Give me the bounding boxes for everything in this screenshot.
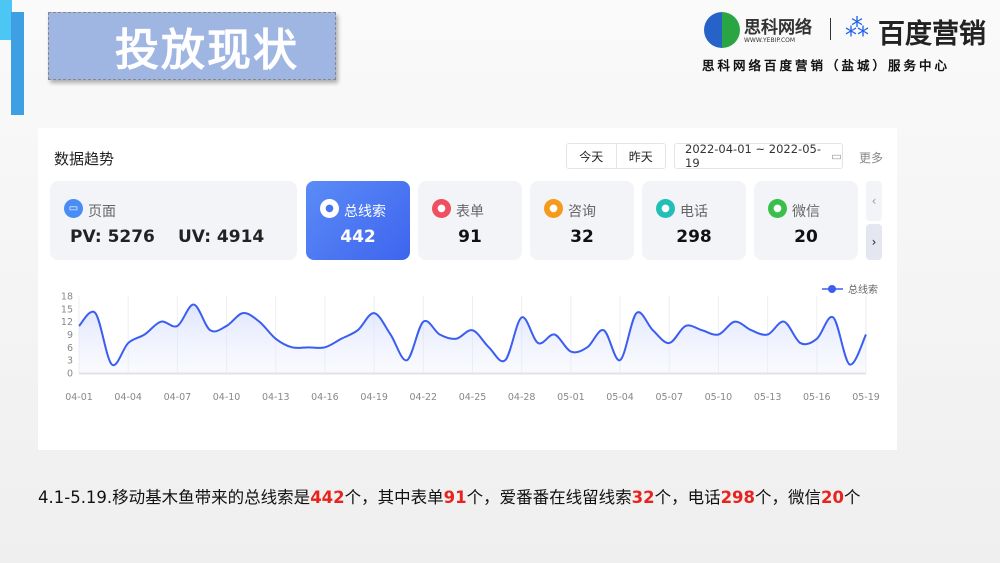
x-tick-label: 05-01 (557, 392, 585, 403)
metric-label: 页面 (88, 204, 116, 220)
accent-bar (11, 12, 24, 115)
y-tick-label: 18 (61, 292, 73, 303)
prev-arrow-button[interactable]: ‹ (866, 181, 882, 221)
wechat-icon: ● (768, 199, 787, 218)
x-tick-label: 04-07 (164, 392, 192, 403)
x-tick-label: 04-16 (311, 392, 339, 403)
legend-label: 总线索 (848, 283, 878, 296)
metric-value: 442 (340, 227, 376, 247)
caption-number: 91 (443, 488, 467, 507)
metric-value: 91 (458, 227, 482, 247)
y-tick-label: 0 (67, 369, 73, 380)
caption-number: 298 (720, 488, 756, 507)
logo-subtitle: 思科网络百度营销（盐城）服务中心 (702, 58, 951, 73)
metric-card-1[interactable]: ● 表单 91 (418, 181, 522, 260)
page-icon: ▭ (64, 199, 83, 218)
caption-number: 20 (821, 488, 844, 507)
calendar-icon: ▭ (831, 149, 842, 163)
metric-value: 298 (676, 227, 712, 247)
date-range-picker[interactable]: 2022-04-01 ~ 2022-05-19 ▭ (674, 142, 843, 170)
siko-name: 思科网络 (744, 18, 812, 38)
x-tick-label: 05-04 (606, 392, 634, 403)
logo: 思科网络 WWW.YEBIP.COM ⁂ 百度营销 思科网络百度营销（盐城）服务… (700, 10, 995, 73)
pv-value: PV: 5276 (70, 227, 155, 247)
y-tick-label: 9 (67, 330, 73, 341)
metric-card-4[interactable]: ● 微信 20 (754, 181, 858, 260)
slide-title-box: 投放现状 (48, 12, 336, 80)
slide-title: 投放现状 (115, 25, 299, 76)
y-tick-label: 12 (61, 317, 73, 328)
metric-label: 总线索 (344, 204, 386, 220)
metric-label: 电话 (680, 204, 708, 220)
siko-logo-icon (704, 12, 740, 48)
caption-number: 32 (631, 488, 655, 507)
x-tick-label: 05-10 (705, 392, 733, 403)
legend-marker (828, 285, 836, 293)
logo-divider (830, 18, 831, 40)
caption-text: 个，爱番番在线留线索 (466, 488, 632, 507)
form-icon: ● (432, 199, 451, 218)
metric-label: 咨询 (568, 204, 596, 220)
metric-label: 微信 (792, 204, 820, 220)
x-tick-label: 04-22 (410, 392, 438, 403)
caption-text: 个，电话 (654, 488, 721, 507)
x-tick-label: 05-19 (852, 392, 880, 403)
chat-trend-icon: ● (320, 199, 339, 218)
more-link[interactable]: 更多 (859, 151, 884, 165)
consult-icon: ● (544, 199, 563, 218)
x-tick-label: 04-04 (114, 392, 142, 403)
metric-card-0[interactable]: ● 总线索 442 (306, 181, 410, 260)
phone-icon: ● (656, 199, 675, 218)
x-tick-label: 05-16 (803, 392, 831, 403)
x-tick-label: 04-10 (213, 392, 241, 403)
today-button[interactable]: 今天 (579, 149, 604, 164)
accent-bar (0, 0, 12, 40)
y-tick-label: 15 (61, 304, 73, 315)
caption-text: 个，微信 (755, 488, 822, 507)
panel-title: 数据趋势 (54, 150, 115, 168)
metric-card-2[interactable]: ● 咨询 32 (530, 181, 634, 260)
metric-value: 20 (794, 227, 818, 247)
x-tick-label: 04-13 (262, 392, 290, 403)
x-tick-label: 05-07 (655, 392, 683, 403)
x-tick-label: 04-25 (459, 392, 487, 403)
caption-text: 4.1-5.19.移动基木鱼带来的总线索是 (38, 488, 311, 507)
baidu-name: 百度营销 (878, 19, 986, 50)
metric-card-page[interactable]: ▭ 页面 PV: 5276 UV: 4914 (50, 181, 297, 260)
series-area (79, 304, 866, 373)
x-tick-label: 04-28 (508, 392, 536, 403)
date-range: 2022-04-01 ~ 2022-05-19 (685, 142, 821, 170)
caption-number: 442 (310, 488, 345, 507)
metric-value: 32 (570, 227, 594, 247)
x-tick-label: 04-01 (65, 392, 93, 403)
baidu-marketing-icon: ⁂ (845, 14, 869, 42)
summary-caption: 4.1-5.19.移动基木鱼带来的总线索是442个，其中表单91个，爱番番在线留… (38, 484, 861, 508)
day-toggle: 今天 昨天 (566, 143, 666, 169)
x-tick-label: 04-19 (360, 392, 388, 403)
y-tick-label: 6 (67, 343, 73, 354)
uv-value: UV: 4914 (178, 227, 265, 247)
yesterday-button[interactable]: 昨天 (615, 144, 666, 168)
caption-text: 个 (844, 488, 861, 507)
x-tick-label: 05-13 (754, 392, 782, 403)
siko-url: WWW.YEBIP.COM (744, 37, 796, 44)
metric-card-3[interactable]: ● 电话 298 (642, 181, 746, 260)
metric-label: 表单 (456, 204, 484, 220)
caption-text: 个，其中表单 (344, 488, 444, 507)
next-arrow-button[interactable]: › (866, 224, 882, 260)
y-tick-label: 3 (67, 356, 73, 367)
